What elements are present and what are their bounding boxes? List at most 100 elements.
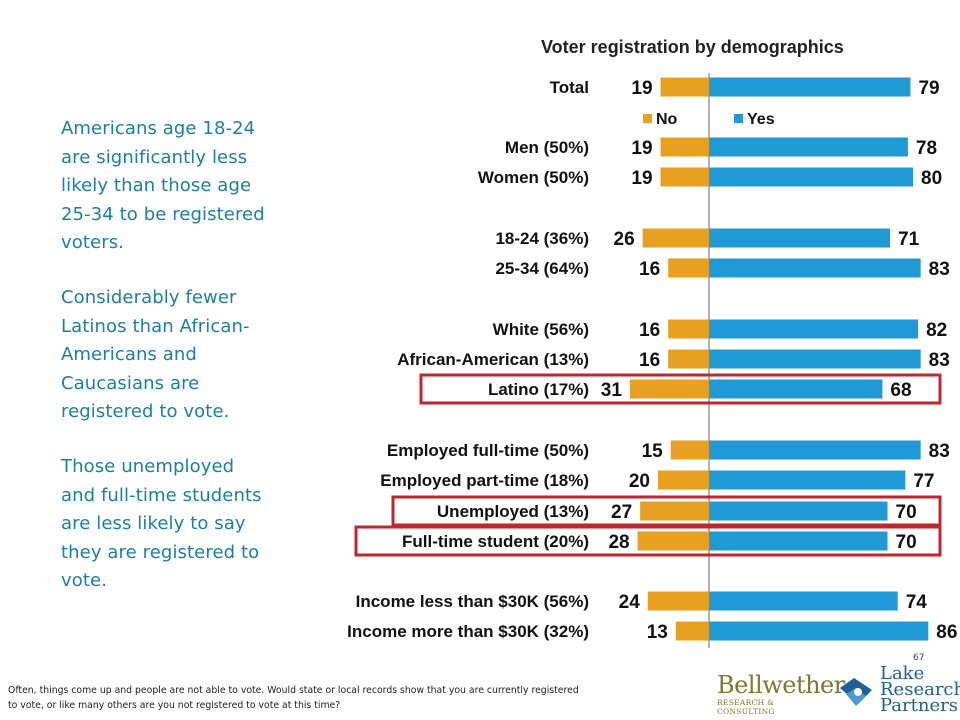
category-label: White (56%) xyxy=(493,320,589,339)
legend-swatch-yes xyxy=(734,114,743,123)
bar-yes xyxy=(709,470,906,490)
bar-yes xyxy=(709,319,919,339)
category-label: Employed part-time (18%) xyxy=(380,471,589,490)
legend-swatch-no xyxy=(643,114,652,123)
bar-no xyxy=(668,258,709,278)
highlight-box xyxy=(354,525,942,557)
bar-yes xyxy=(709,591,898,611)
value-label-no: 31 xyxy=(601,380,623,401)
chart-row: Men (50%) 19 78 xyxy=(505,137,937,159)
value-label-no: 19 xyxy=(631,78,652,99)
chart-row: 18-24 (36%) 26 71 xyxy=(495,228,920,250)
bar-yes xyxy=(709,531,888,551)
page-number: 67 xyxy=(913,653,925,663)
category-label: Employed full-time (50%) xyxy=(387,441,589,460)
chart-legend: No Yes xyxy=(643,111,775,128)
category-label: Men (50%) xyxy=(505,138,589,157)
chart-row: Income less than $30K (56%) 24 74 xyxy=(356,591,927,613)
value-label-no: 24 xyxy=(619,592,641,613)
bar-no xyxy=(670,440,709,460)
chart-row: 25-34 (64%) 16 83 xyxy=(495,258,950,280)
value-label-yes: 71 xyxy=(898,229,920,250)
bellwether-logo: Bellwether RESEARCH & CONSULTING xyxy=(717,671,845,716)
value-label-no: 16 xyxy=(639,350,660,371)
value-label-yes: 79 xyxy=(918,78,939,99)
bar-yes xyxy=(709,621,929,641)
bar-no xyxy=(660,167,709,187)
chart-row: African-American (13%) 16 83 xyxy=(397,349,950,371)
highlight-boxes xyxy=(354,373,942,557)
value-label-no: 27 xyxy=(611,502,632,523)
summary-paragraph-employment: Those unemployed and full-time students … xyxy=(61,455,262,592)
value-label-yes: 83 xyxy=(929,350,950,371)
bar-no xyxy=(660,137,709,157)
summary-paragraph-age: Americans age 18-24 are significantly le… xyxy=(61,118,265,254)
survey-question-footnote: Often, things come up and people are not… xyxy=(8,685,579,711)
chart-row: White (56%) 16 82 xyxy=(493,319,947,341)
bar-no xyxy=(642,228,709,248)
value-label-no: 15 xyxy=(642,441,664,462)
chart-row: Unemployed (13%) 27 70 xyxy=(437,501,917,523)
value-label-yes: 83 xyxy=(929,441,950,462)
value-label-yes: 68 xyxy=(890,380,911,401)
puzzle-icon xyxy=(840,678,872,706)
value-label-yes: 86 xyxy=(936,622,957,643)
value-label-no: 13 xyxy=(647,622,668,643)
highlight-box xyxy=(419,373,942,405)
lake-logo-line3: Partners xyxy=(880,695,958,716)
chart-row: Employed full-time (50%) 15 83 xyxy=(387,440,950,462)
chart-title: Voter registration by demographics xyxy=(541,37,844,57)
value-label-no: 28 xyxy=(608,532,629,553)
category-label: Income more than $30K (32%) xyxy=(347,622,589,641)
chart-rows: Total 19 79 Men (50%) 19 78 Women (50%) 19 80 18-… xyxy=(347,77,957,643)
bar-yes xyxy=(709,258,921,278)
bar-yes xyxy=(709,228,891,248)
category-label: African-American (13%) xyxy=(397,350,589,369)
category-label: Total xyxy=(550,78,589,97)
category-label: Income less than $30K (56%) xyxy=(356,592,589,611)
bar-no xyxy=(647,591,709,611)
value-label-no: 16 xyxy=(639,320,660,341)
category-label: 25-34 (64%) xyxy=(495,259,589,278)
bar-yes xyxy=(709,501,888,521)
chart-row: Total 19 79 xyxy=(550,77,940,99)
value-label-no: 19 xyxy=(631,168,652,189)
value-label-no: 20 xyxy=(629,471,650,492)
bar-yes xyxy=(709,379,883,399)
category-label: Full-time student (20%) xyxy=(402,532,589,551)
bellwether-logo-subtitle: RESEARCH & CONSULTING xyxy=(717,698,775,716)
bar-yes xyxy=(709,440,921,460)
bar-yes xyxy=(709,167,913,187)
category-label: 18-24 (36%) xyxy=(495,229,589,248)
value-label-yes: 70 xyxy=(896,532,917,553)
value-label-no: 19 xyxy=(631,138,652,159)
value-label-yes: 83 xyxy=(929,259,950,280)
lake-logo-line1: Lake xyxy=(880,663,925,684)
value-label-yes: 80 xyxy=(921,168,942,189)
chart-row: Latino (17%) 31 68 xyxy=(488,379,912,401)
chart-row: Employed part-time (18%) 20 77 xyxy=(380,470,934,492)
lake-logo-line2: Research xyxy=(880,679,960,700)
bar-no xyxy=(640,501,709,521)
legend-label-yes: Yes xyxy=(747,111,775,128)
lake-research-logo: Lake Research Partners xyxy=(836,665,960,720)
bar-no xyxy=(668,349,709,369)
bar-yes xyxy=(709,349,921,369)
legend-label-no: No xyxy=(656,111,678,128)
bar-no xyxy=(629,379,709,399)
value-label-yes: 70 xyxy=(896,502,917,523)
value-label-no: 16 xyxy=(639,259,660,280)
bar-yes xyxy=(709,137,908,157)
value-label-yes: 82 xyxy=(926,320,947,341)
highlight-box xyxy=(391,495,942,527)
value-label-yes: 77 xyxy=(913,471,934,492)
bellwether-logo-name: Bellwether xyxy=(717,671,845,699)
bar-no xyxy=(668,319,709,339)
category-label: Latino (17%) xyxy=(488,380,589,399)
bar-no xyxy=(675,621,709,641)
chart-row: Full-time student (20%) 28 70 xyxy=(402,531,917,553)
bar-yes xyxy=(709,77,911,97)
lake-research-logo-text: Lake Research Partners xyxy=(880,663,960,716)
category-label: Unemployed (13%) xyxy=(437,502,589,521)
